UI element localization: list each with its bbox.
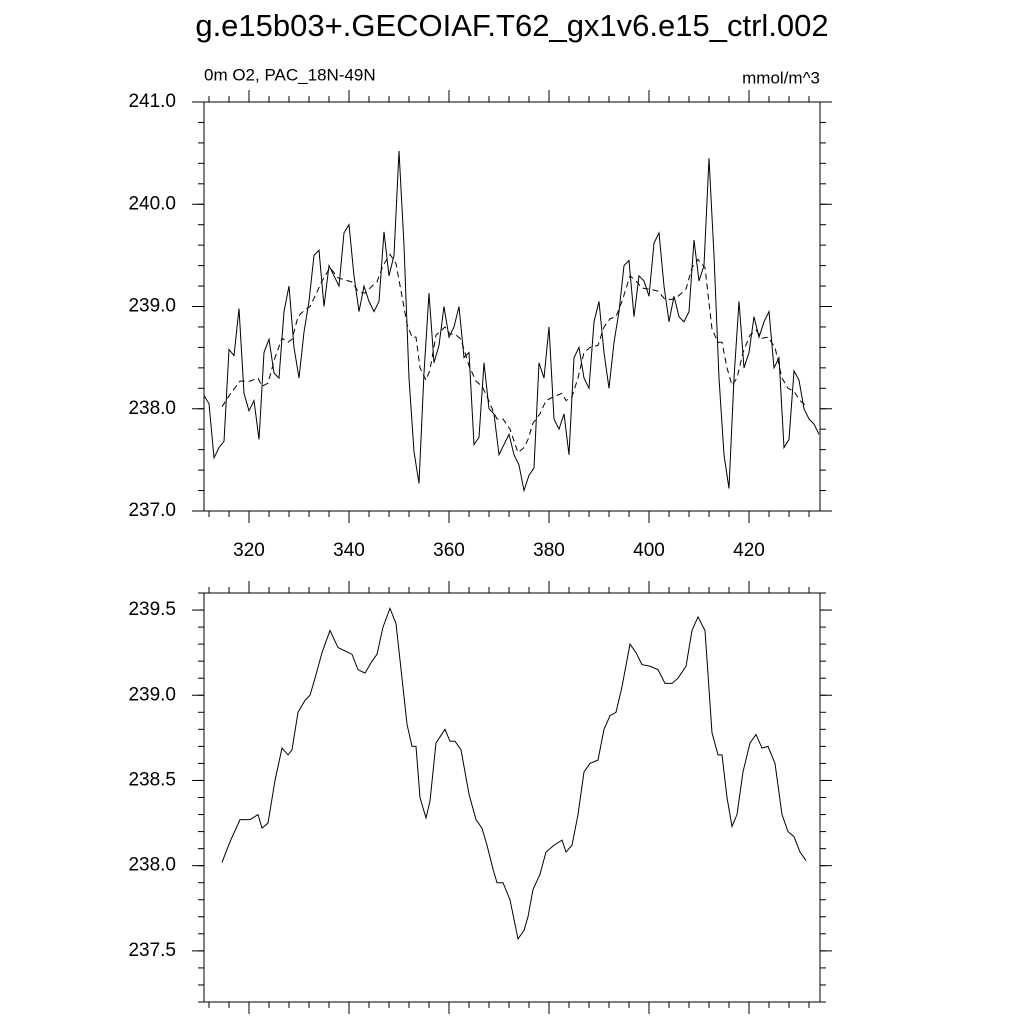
x-tick-label: 360	[433, 540, 465, 561]
y-tick-label: 240.0	[128, 193, 176, 214]
y-tick-label: 239.5	[128, 599, 176, 620]
x-tick-label: 420	[733, 540, 765, 561]
data-line	[203, 151, 820, 493]
y-tick-label: 237.0	[128, 500, 176, 521]
x-tick-label: 320	[233, 540, 265, 561]
subtitle-right: mmol/m^3	[742, 68, 820, 87]
x-tick-label: 340	[333, 540, 365, 561]
x-tick-label: 380	[533, 540, 565, 561]
figure-title: g.e15b03+.GECOIAF.T62_gx1v6.e15_ctrl.002	[195, 8, 828, 43]
y-tick-label: 238.5	[128, 769, 176, 790]
y-tick-label: 238.0	[128, 398, 176, 419]
subtitle-left: 0m O2, PAC_18N-49N	[204, 65, 376, 84]
data-line	[221, 606, 807, 941]
data-line	[221, 253, 807, 454]
y-tick-label: 239.0	[128, 296, 176, 317]
y-tick-label: 238.0	[128, 855, 176, 876]
y-tick-label: 237.5	[128, 940, 176, 961]
x-tick-label: 400	[633, 540, 665, 561]
plot-frame	[203, 592, 821, 1003]
y-tick-label: 241.0	[128, 91, 176, 112]
y-tick-label: 239.0	[128, 684, 176, 705]
plot-frame	[203, 101, 821, 512]
